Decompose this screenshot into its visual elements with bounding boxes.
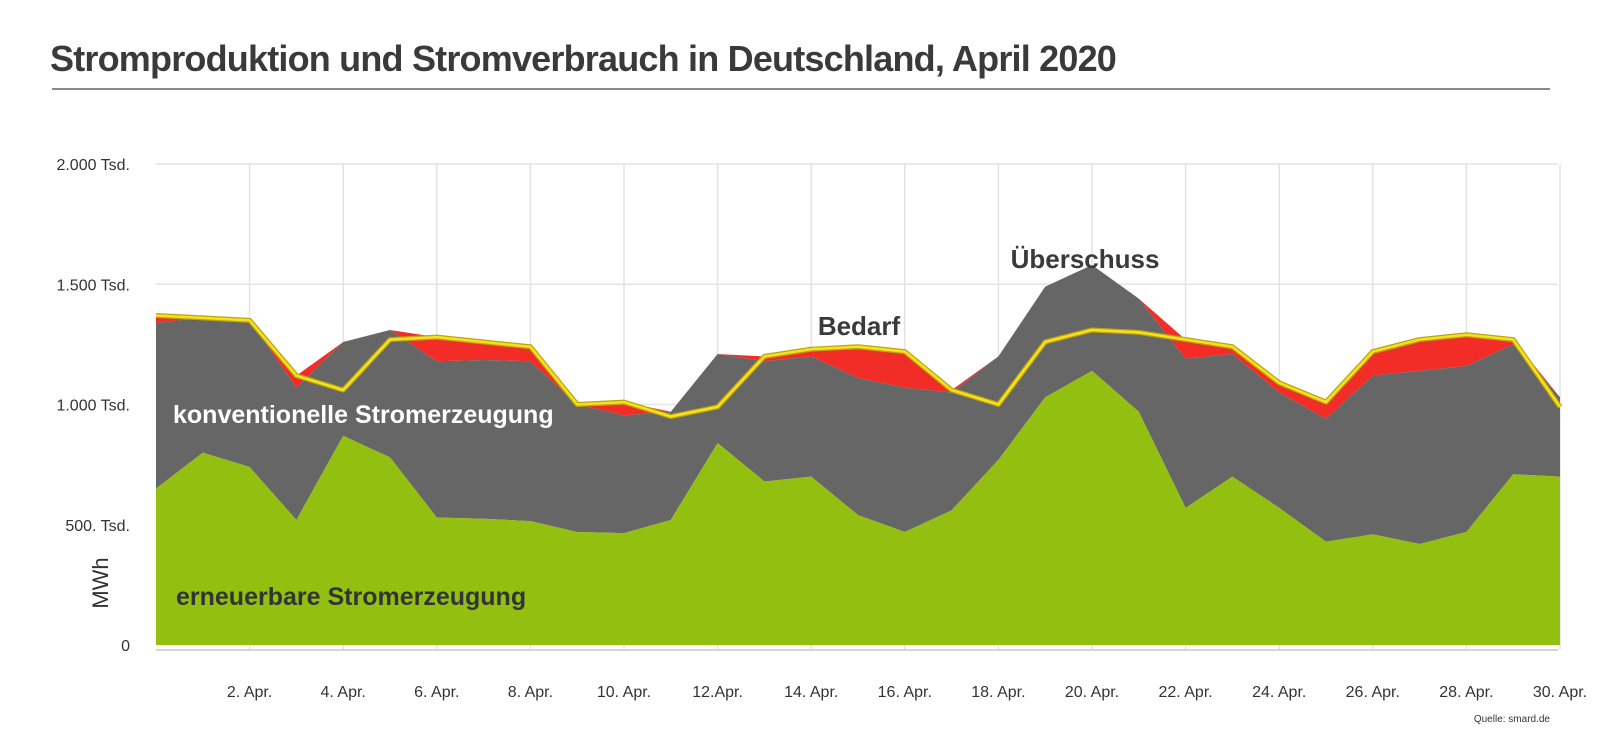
conventional-area bbox=[156, 265, 1560, 544]
y-axis-label: MWh bbox=[88, 557, 113, 608]
data-areas bbox=[156, 265, 1560, 645]
demand-line bbox=[155, 314, 1562, 418]
x-tick-label: 26. Apr. bbox=[1346, 684, 1400, 701]
chart-title: Stromproduktion und Stromverbrauch in De… bbox=[50, 38, 1117, 79]
x-tick-label: 16. Apr. bbox=[878, 684, 932, 701]
chart-labels: konventionelle Stromerzeugung erneuerbar… bbox=[88, 244, 1550, 725]
renewable-area bbox=[156, 370, 1560, 645]
y-tick-label: 500. Tsd. bbox=[65, 518, 130, 535]
y-tick-label: 2.000 Tsd. bbox=[56, 157, 130, 174]
y-tick-label: 0 bbox=[121, 638, 130, 655]
demand-annotation: Bedarf bbox=[818, 311, 901, 341]
renewable-label: erneuerbare Stromerzeugung bbox=[176, 583, 526, 611]
surplus-annotation: Überschuss bbox=[1011, 244, 1160, 274]
y-tick-label: 1.000 Tsd. bbox=[56, 398, 130, 415]
x-tick-label: 2. Apr. bbox=[227, 684, 272, 701]
x-tick-label: 20. Apr. bbox=[1065, 684, 1119, 701]
x-tick-label: 8. Apr. bbox=[508, 684, 553, 701]
x-tick-label: 22. Apr. bbox=[1158, 684, 1212, 701]
x-tick-label: 24. Apr. bbox=[1252, 684, 1306, 701]
demand-line-layer bbox=[155, 313, 1563, 420]
x-tick-label: 12.Apr. bbox=[692, 684, 743, 701]
surplus-area bbox=[156, 265, 1560, 419]
axes: 0 500. Tsd. 1.000 Tsd. 1.500 Tsd. 2.000 Tsd.… bbox=[56, 157, 1587, 701]
x-tick-label: 6. Apr. bbox=[414, 684, 459, 701]
source-note: Quelle: smard.de bbox=[1474, 714, 1551, 725]
x-tick-label: 18. Apr. bbox=[971, 684, 1025, 701]
conventional-label: konventionelle Stromerzeugung bbox=[173, 401, 554, 429]
x-tick-label: 10. Apr. bbox=[597, 684, 651, 701]
x-tick-label: 28. Apr. bbox=[1439, 684, 1493, 701]
x-tick-label: 30. Apr. bbox=[1533, 684, 1587, 701]
x-tick-label: 14. Apr. bbox=[784, 684, 838, 701]
title-divider bbox=[52, 88, 1550, 90]
y-tick-label: 1.500 Tsd. bbox=[56, 277, 130, 294]
x-tick-label: 4. Apr. bbox=[321, 684, 366, 701]
